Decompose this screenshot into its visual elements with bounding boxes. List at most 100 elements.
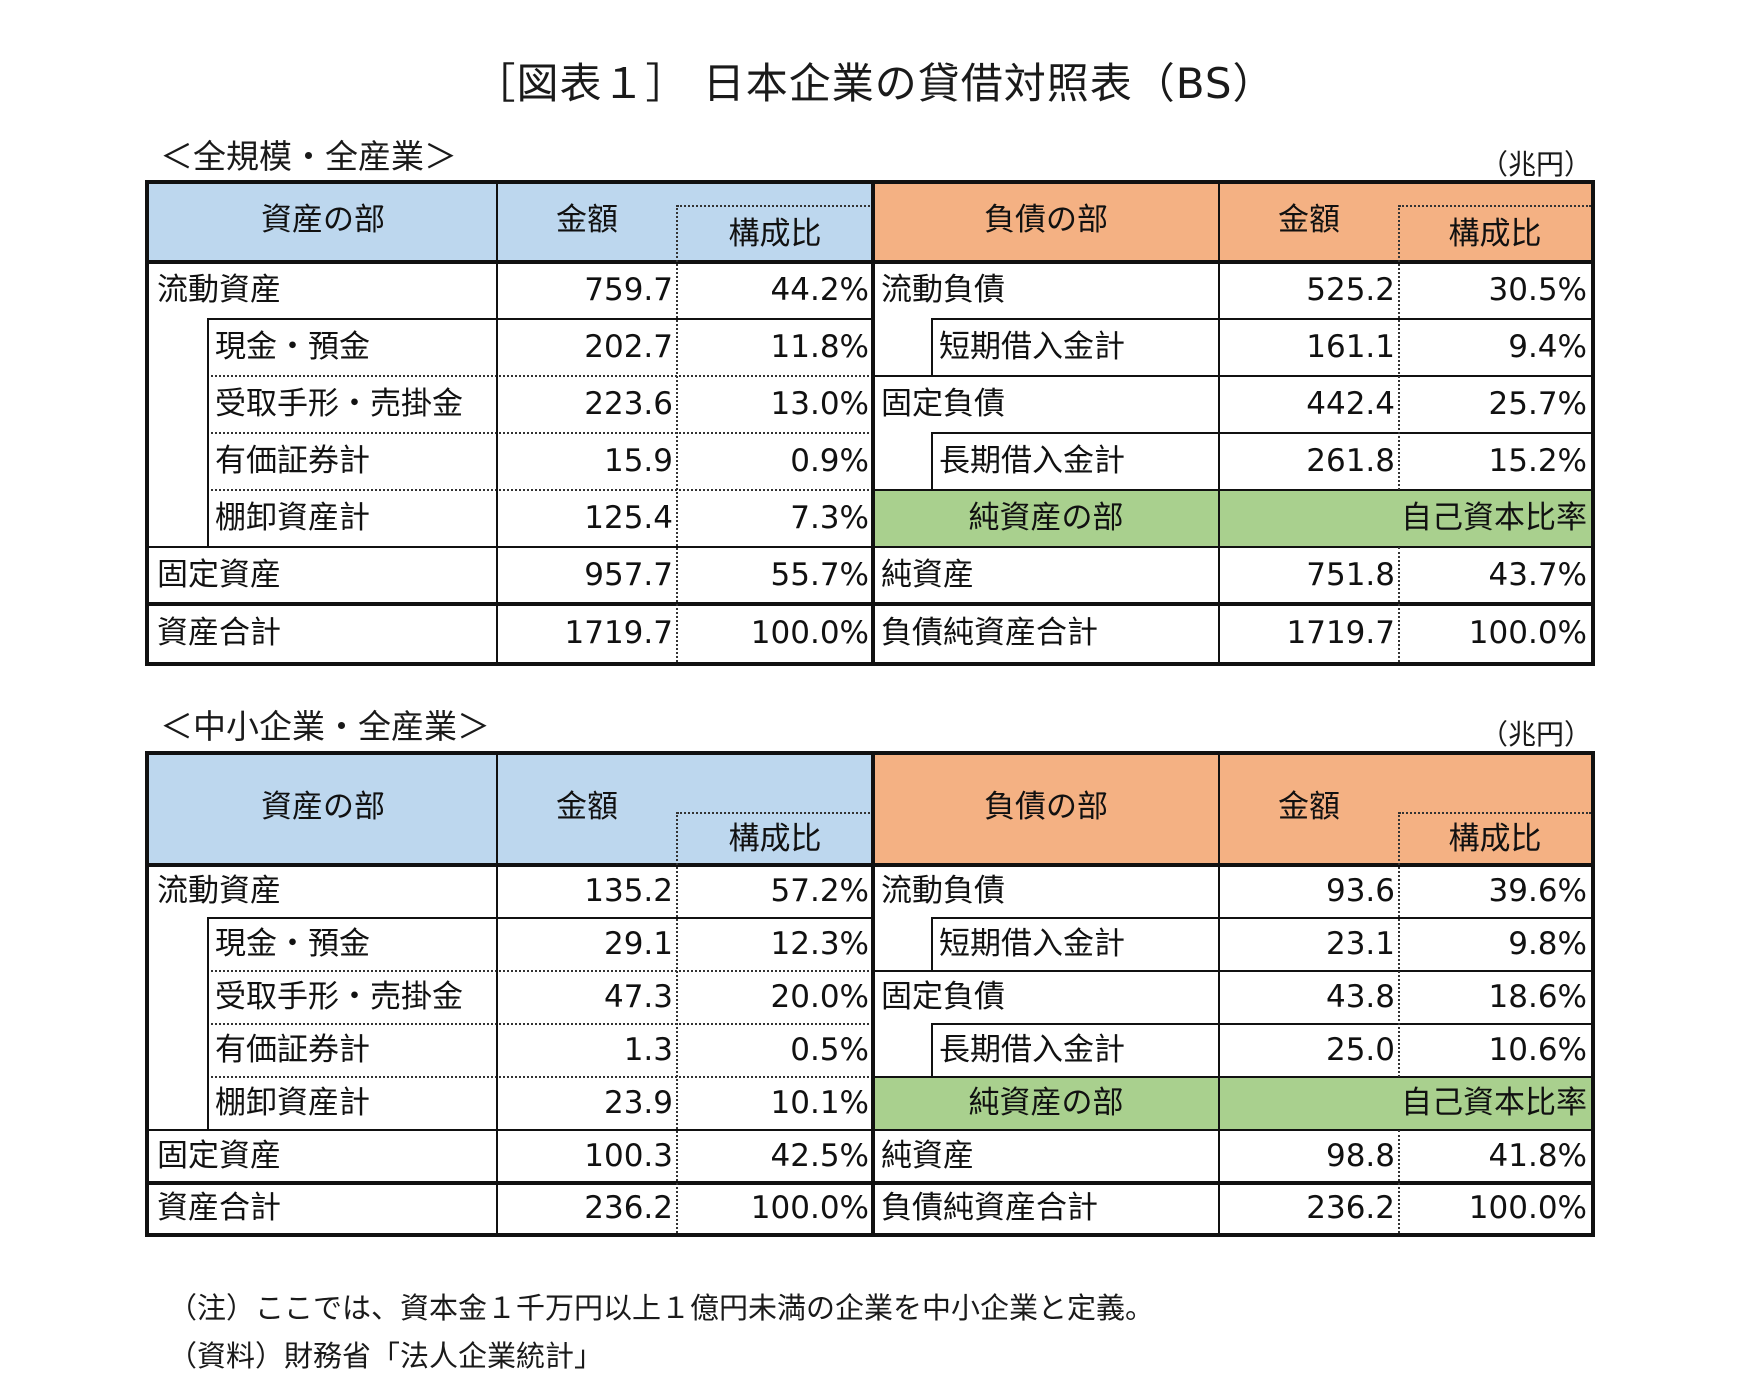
liab-label-net-assets: 純資産 — [881, 557, 974, 593]
liab-label-long-loans: 長期借入金計 — [939, 443, 1125, 479]
asset-label-current: 流動資産 — [157, 873, 281, 909]
header-amount-liab-bg — [1219, 184, 1591, 262]
unit-label-2: （兆円） — [1480, 718, 1593, 751]
rule — [873, 1129, 1591, 1131]
header-amount-assets: 金額 — [556, 201, 618, 238]
asset-label-receivables: 受取手形・売掛金 — [215, 386, 463, 422]
header-ratio-liabilities: 構成比 — [1448, 215, 1542, 252]
liab-ratio-total: 100.0% — [1468, 614, 1587, 651]
rule — [873, 546, 1591, 548]
rule — [149, 546, 873, 548]
liab-ratio-current: 39.6% — [1488, 873, 1587, 909]
header-net-assets: 純資産の部 — [873, 490, 1219, 547]
asset-ratio-cash: 12.3% — [770, 926, 869, 962]
asset-amount-inventory: 23.9 — [603, 1085, 673, 1121]
balance-sheet-table-sme: 資産の部 金額 構成比 負債の部 金額 構成比 流動資産 135.2 57.2%… — [145, 751, 1595, 1237]
liab-label-net-assets: 純資産 — [881, 1138, 974, 1174]
rule — [931, 917, 1591, 919]
header-equity-ratio: 自己資本比率 — [1219, 1077, 1591, 1130]
liab-ratio-long-loans: 15.2% — [1488, 443, 1587, 479]
rule — [207, 432, 873, 434]
asset-label-receivables: 受取手形・売掛金 — [215, 979, 463, 1015]
header-amount-assets-bg — [497, 184, 873, 262]
header-amount-assets-bg — [497, 755, 873, 865]
header-liabilities: 負債の部 — [873, 755, 1219, 865]
liab-label-long-loans: 長期借入金計 — [939, 1032, 1125, 1068]
asset-amount-inventory: 125.4 — [584, 500, 673, 536]
liab-label-current: 流動負債 — [881, 873, 1005, 909]
rule — [1399, 812, 1591, 814]
header-amount-liabilities: 金額 — [1278, 201, 1340, 238]
rule — [207, 917, 209, 1130]
asset-label-total: 資産合計 — [157, 1189, 281, 1226]
asset-ratio-fixed: 55.7% — [770, 557, 869, 593]
balance-sheet-table-all-sizes: 資産の部 金額 構成比 負債の部 金額 構成比 流動資産 759.7 44.2%… — [145, 180, 1595, 666]
section-label-all-sizes: ＜全規模・全産業＞ — [160, 137, 457, 176]
rule — [1218, 184, 1220, 662]
liab-amount-fixed: 43.8 — [1325, 979, 1395, 1015]
asset-label-fixed: 固定資産 — [157, 1138, 281, 1174]
asset-ratio-current: 57.2% — [770, 873, 869, 909]
rule — [931, 432, 1591, 434]
asset-amount-cash: 202.7 — [584, 329, 673, 365]
asset-label-current: 流動資産 — [157, 272, 281, 308]
page-title: ［図表１］ 日本企業の貸借対照表（BS） — [473, 59, 1276, 108]
asset-ratio-cash: 11.8% — [770, 329, 869, 365]
liab-label-fixed: 固定負債 — [881, 979, 1005, 1015]
asset-ratio-total: 100.0% — [750, 1189, 869, 1226]
rule — [207, 318, 209, 547]
asset-amount-securities: 1.3 — [623, 1032, 673, 1068]
liab-ratio-long-loans: 10.6% — [1488, 1032, 1587, 1068]
header-liabilities: 負債の部 — [873, 184, 1219, 262]
liab-amount-current: 93.6 — [1325, 873, 1395, 909]
liab-label-total: 負債純資産合計 — [881, 614, 1098, 651]
asset-amount-total: 236.2 — [584, 1189, 673, 1226]
rule — [676, 812, 678, 1233]
rule — [931, 1023, 1591, 1025]
liab-amount-net-assets: 751.8 — [1306, 557, 1395, 593]
rule — [207, 489, 873, 491]
header-amount-liab-bg — [1219, 755, 1591, 865]
header-assets: 資産の部 — [149, 184, 497, 262]
asset-ratio-current: 44.2% — [770, 272, 869, 308]
liab-amount-long-loans: 261.8 — [1306, 443, 1395, 479]
asset-amount-current: 135.2 — [584, 873, 673, 909]
rule — [873, 1076, 1591, 1078]
asset-ratio-securities: 0.9% — [790, 443, 869, 479]
liab-amount-fixed: 442.4 — [1306, 386, 1395, 422]
rule — [207, 318, 873, 320]
asset-label-cash: 現金・預金 — [215, 329, 370, 365]
asset-amount-fixed: 957.7 — [584, 557, 673, 593]
rule — [1398, 547, 1400, 662]
liab-amount-current: 525.2 — [1306, 272, 1395, 308]
asset-ratio-receivables: 20.0% — [770, 979, 869, 1015]
asset-ratio-inventory: 7.3% — [790, 500, 869, 536]
liab-label-fixed: 固定負債 — [881, 386, 1005, 422]
rule — [207, 970, 873, 972]
asset-amount-total: 1719.7 — [564, 614, 673, 651]
rule — [207, 1023, 873, 1025]
liab-ratio-net-assets: 43.7% — [1488, 557, 1587, 593]
asset-label-total: 資産合計 — [157, 614, 281, 651]
liab-label-short-loans: 短期借入金計 — [939, 329, 1125, 365]
liab-ratio-fixed: 18.6% — [1488, 979, 1587, 1015]
asset-label-inventory: 棚卸資産計 — [215, 500, 370, 536]
note-definition: （注）ここでは、資本金１千万円以上１億円未満の企業を中小企業と定義。 — [168, 1291, 1155, 1325]
rule — [207, 375, 873, 377]
rule — [873, 375, 1591, 377]
rule — [676, 205, 678, 662]
rule — [149, 1129, 873, 1131]
rule — [149, 863, 1591, 867]
liab-ratio-current: 30.5% — [1488, 272, 1587, 308]
header-ratio-assets: 構成比 — [728, 820, 822, 857]
rule — [931, 917, 933, 970]
rule — [496, 184, 498, 662]
liab-label-total: 負債純資産合計 — [881, 1189, 1098, 1226]
asset-ratio-fixed: 42.5% — [770, 1138, 869, 1174]
liab-amount-total: 1719.7 — [1286, 614, 1395, 651]
unit-label-1: （兆円） — [1480, 148, 1593, 181]
asset-ratio-receivables: 13.0% — [770, 386, 869, 422]
asset-amount-receivables: 223.6 — [584, 386, 673, 422]
rule — [871, 184, 875, 662]
asset-label-inventory: 棚卸資産計 — [215, 1085, 370, 1121]
